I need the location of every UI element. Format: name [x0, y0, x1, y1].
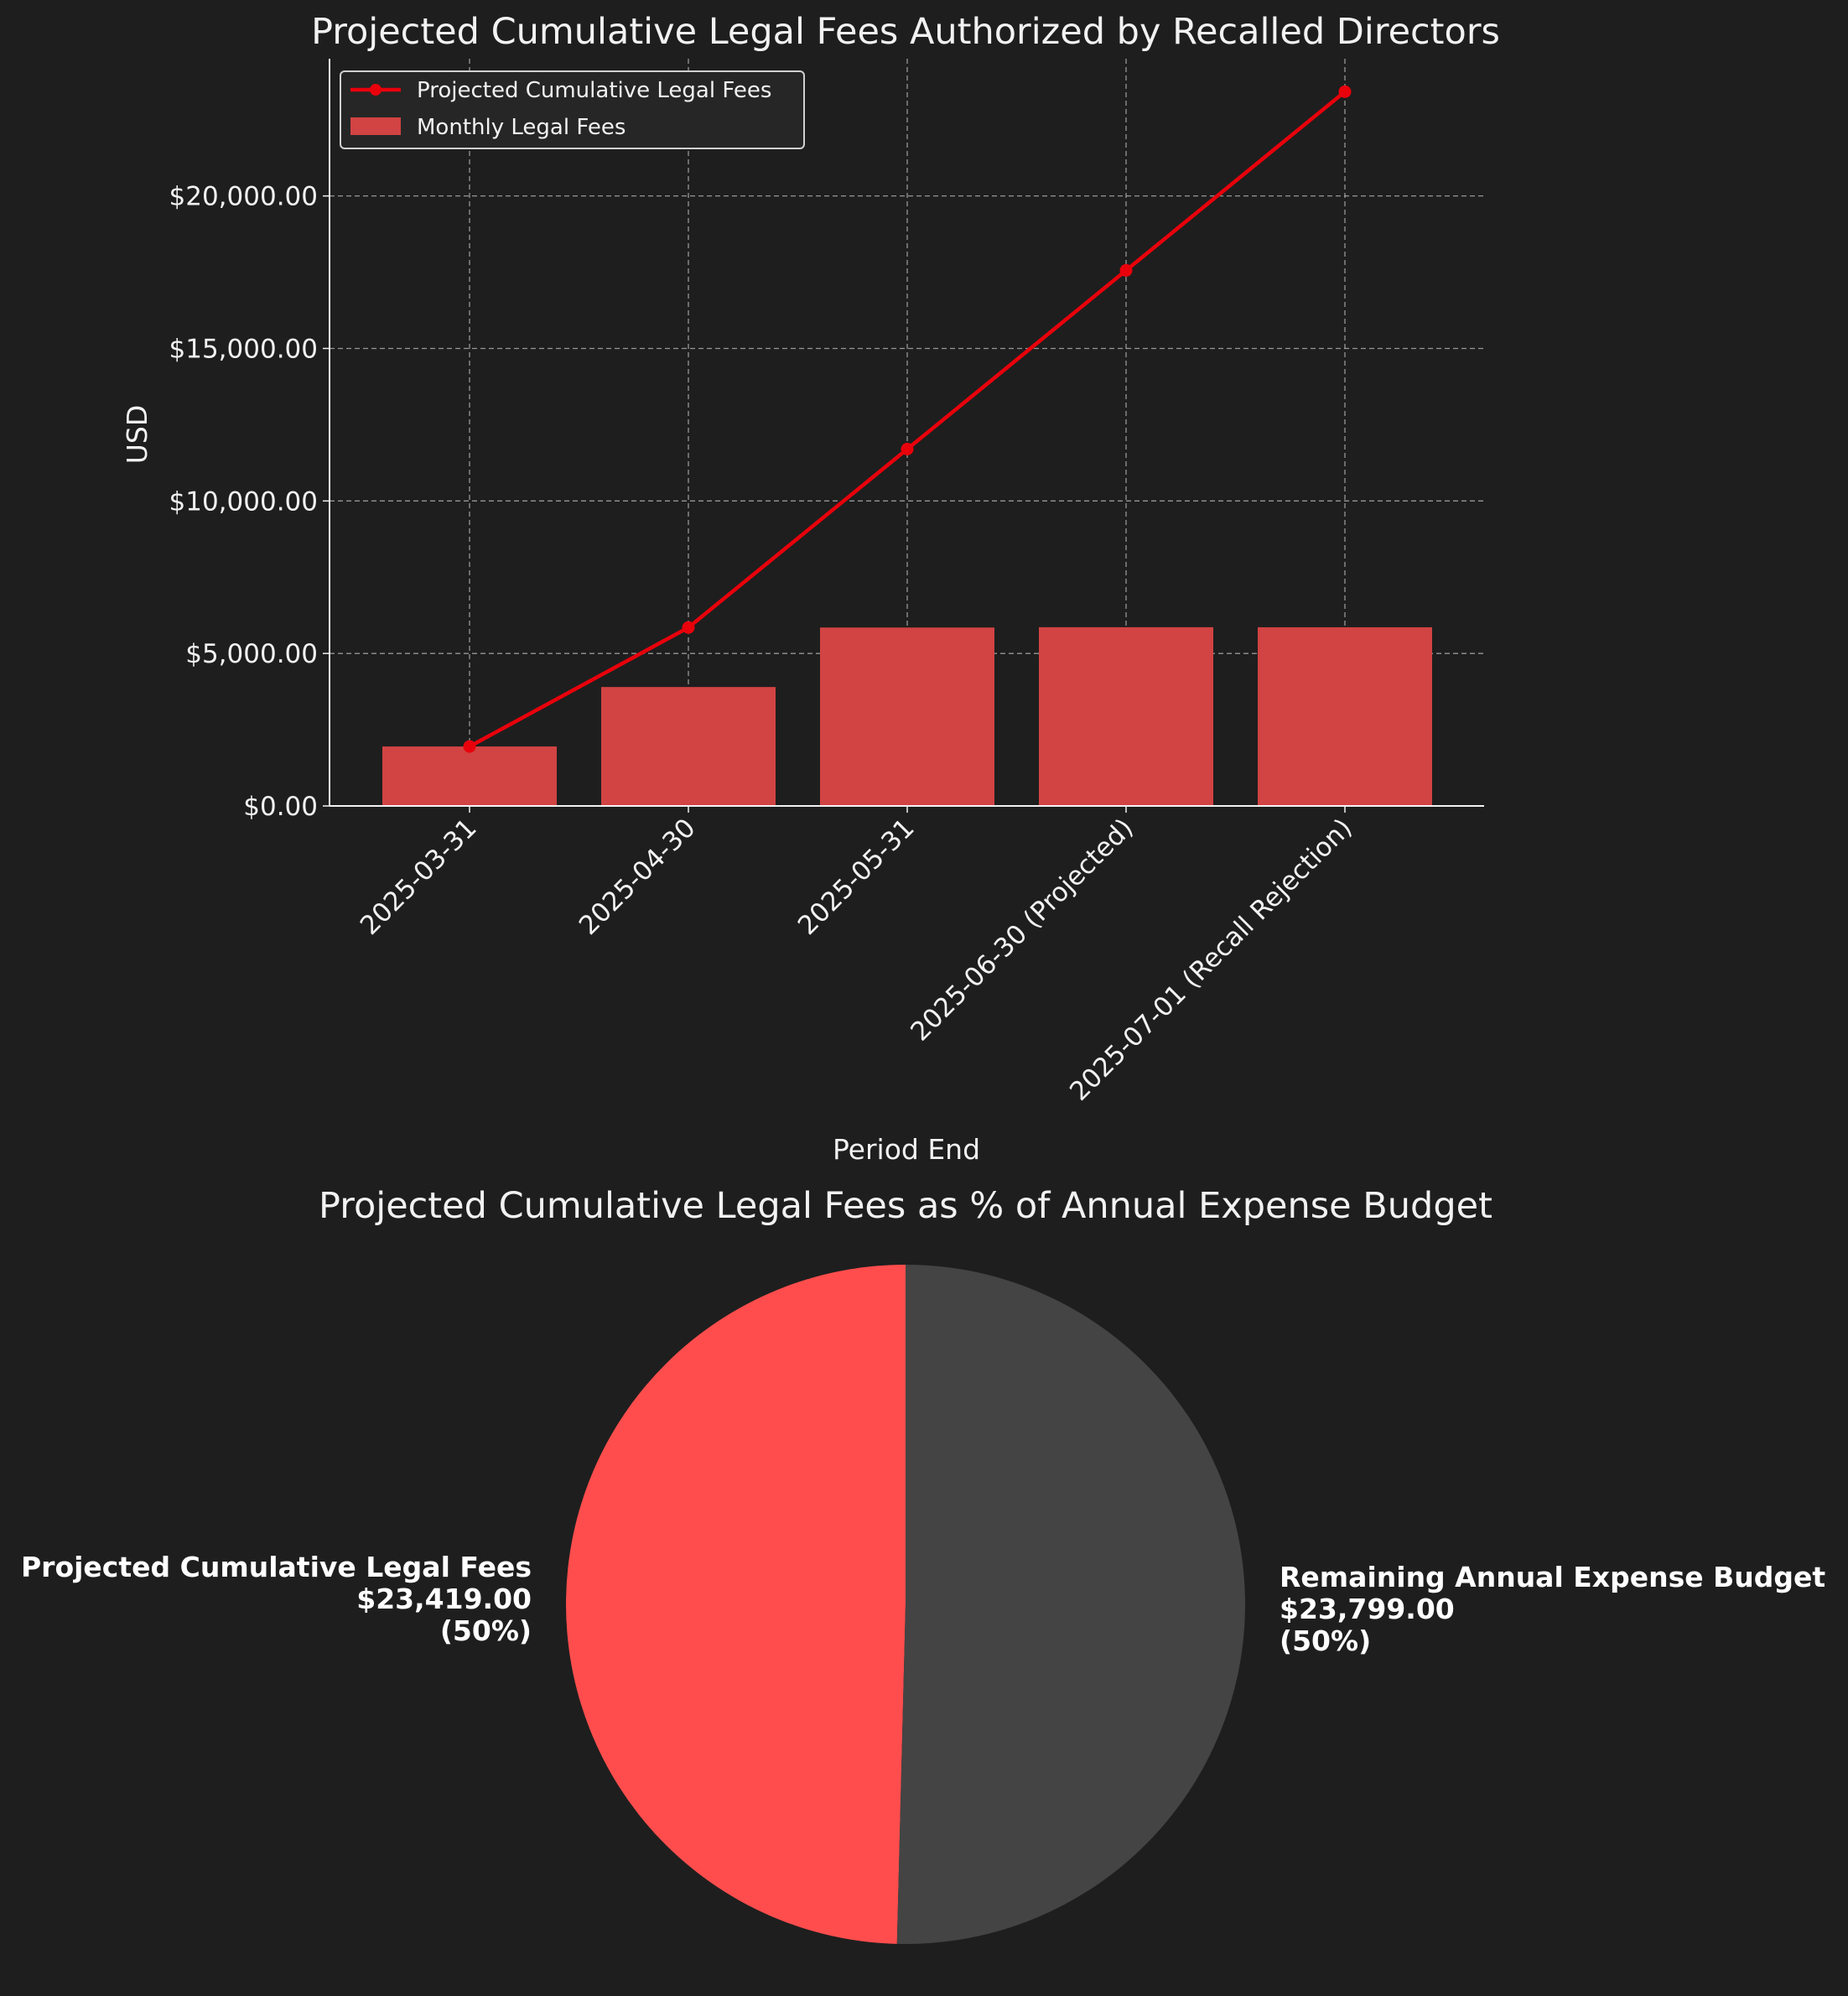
y-axis-label: USD: [121, 405, 153, 465]
y-tick-label: $15,000.00: [169, 334, 319, 364]
legend: Projected Cumulative Legal Fees Monthly …: [340, 70, 805, 149]
slice-label-value: $23,799.00: [1280, 1593, 1455, 1625]
cumulative-point: [463, 740, 476, 753]
pie-chart: Projected Cumulative Legal Fees as % of …: [21, 1185, 1825, 1944]
pie-slices: [565, 1265, 1245, 1944]
cumulative-point: [1119, 263, 1133, 277]
y-ticks: $0.00 $5,000.00 $10,000.00 $15,000.00 $20,00…: [169, 182, 330, 822]
y-tick-label: $20,000.00: [169, 182, 319, 212]
legend-label-cumulative: Projected Cumulative Legal Fees: [417, 78, 771, 103]
legend-label-monthly: Monthly Legal Fees: [417, 115, 626, 140]
cumulative-point: [1338, 85, 1352, 98]
legend-box: [340, 70, 805, 149]
x-axis-label: Period End: [833, 1133, 980, 1166]
cumulative-point: [901, 443, 914, 456]
y-tick-label: $5,000.00: [185, 639, 318, 669]
bar-2025-04-30: [601, 687, 776, 806]
slice-label-name: Remaining Annual Expense Budget: [1280, 1561, 1825, 1593]
pie-slice-remaining-annual-expense-budget: [896, 1265, 1245, 1944]
bar-2025-07-01: [1258, 626, 1432, 806]
slice-label-percent: (50%): [1280, 1624, 1371, 1657]
y-tick-label: $0.00: [243, 792, 318, 822]
legend-bar-swatch: [350, 117, 401, 135]
bar-chart-title: Projected Cumulative Legal Fees Authoriz…: [311, 11, 1500, 53]
bar-2025-05-31: [820, 627, 994, 806]
pie-label-legal-fees: Projected Cumulative Legal Fees $23,419.…: [21, 1551, 532, 1647]
bar-2025-06-30: [1039, 626, 1213, 806]
bars: [382, 626, 1432, 806]
bar-2025-03-31: [382, 746, 557, 806]
pie-label-remaining-budget: Remaining Annual Expense Budget $23,799.…: [1280, 1561, 1825, 1657]
slice-label-percent: (50%): [440, 1614, 532, 1647]
slice-label-name: Projected Cumulative Legal Fees: [21, 1551, 532, 1583]
pie-slice-projected-cumulative-legal-fees: [565, 1265, 906, 1944]
cumulative-point: [682, 621, 695, 634]
y-tick-label: $10,000.00: [169, 486, 319, 517]
pie-chart-title: Projected Cumulative Legal Fees as % of …: [319, 1185, 1492, 1227]
legend-line-marker: [370, 84, 382, 96]
cumulative-line: [463, 85, 1352, 753]
slice-label-value: $23,419.00: [356, 1583, 532, 1615]
